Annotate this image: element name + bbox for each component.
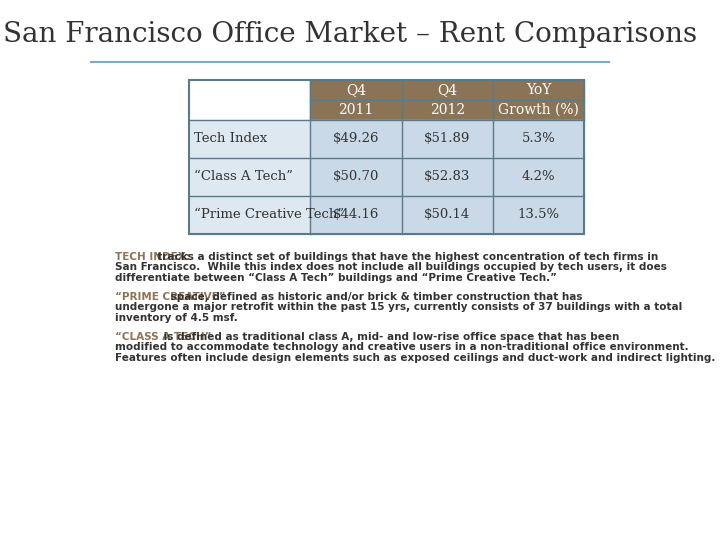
Bar bbox=[310, 196, 402, 234]
Text: tracks a distinct set of buildings that have the highest concentration of tech f: tracks a distinct set of buildings that … bbox=[150, 252, 659, 262]
Text: 13.5%: 13.5% bbox=[518, 208, 559, 221]
Text: 2011: 2011 bbox=[338, 103, 374, 117]
Bar bbox=[189, 196, 310, 234]
Text: space, defined as historic and/or brick & timber construction that has: space, defined as historic and/or brick … bbox=[166, 292, 582, 302]
Text: modified to accommodate technology and creative users in a non-traditional offic: modified to accommodate technology and c… bbox=[115, 342, 688, 352]
Bar bbox=[402, 120, 493, 158]
Text: $50.14: $50.14 bbox=[424, 208, 470, 221]
Text: Tech Index: Tech Index bbox=[194, 132, 267, 145]
Text: Q4: Q4 bbox=[437, 83, 457, 97]
Bar bbox=[310, 80, 402, 120]
Text: $50.70: $50.70 bbox=[333, 171, 379, 184]
Text: Q4: Q4 bbox=[346, 83, 366, 97]
Text: “PRIME CREATIVE”: “PRIME CREATIVE” bbox=[115, 292, 225, 302]
Text: TECH INDEX:: TECH INDEX: bbox=[115, 252, 190, 262]
Bar bbox=[402, 80, 493, 120]
Text: 5.3%: 5.3% bbox=[522, 132, 555, 145]
Bar bbox=[189, 80, 584, 234]
Bar bbox=[310, 158, 402, 196]
Text: Growth (%): Growth (%) bbox=[498, 103, 579, 117]
Text: 4.2%: 4.2% bbox=[522, 171, 555, 184]
Bar bbox=[493, 80, 584, 120]
Bar bbox=[493, 158, 584, 196]
Bar bbox=[402, 158, 493, 196]
Text: YoY: YoY bbox=[526, 83, 552, 97]
Text: $49.26: $49.26 bbox=[333, 132, 379, 145]
Bar bbox=[402, 196, 493, 234]
Text: $52.83: $52.83 bbox=[424, 171, 471, 184]
Text: 2012: 2012 bbox=[430, 103, 465, 117]
Text: San Francisco Office Market – Rent Comparisons: San Francisco Office Market – Rent Compa… bbox=[3, 22, 697, 49]
Text: “Prime Creative Tech”: “Prime Creative Tech” bbox=[194, 208, 344, 221]
Bar bbox=[189, 120, 310, 158]
Text: Features often include design elements such as exposed ceilings and duct-work an: Features often include design elements s… bbox=[115, 353, 716, 363]
Text: “CLASS A TECH”: “CLASS A TECH” bbox=[115, 332, 212, 342]
Text: $44.16: $44.16 bbox=[333, 208, 379, 221]
Text: inventory of 4.5 msf.: inventory of 4.5 msf. bbox=[115, 313, 238, 323]
Bar bbox=[189, 158, 310, 196]
Bar bbox=[310, 120, 402, 158]
Bar bbox=[493, 196, 584, 234]
Text: is defined as traditional class A, mid- and low-rise office space that has been: is defined as traditional class A, mid- … bbox=[160, 332, 619, 342]
Text: $51.89: $51.89 bbox=[424, 132, 471, 145]
Text: undergone a major retrofit within the past 15 yrs, currently consists of 37 buil: undergone a major retrofit within the pa… bbox=[115, 302, 683, 313]
Bar bbox=[493, 120, 584, 158]
Text: differentiate between “Class A Tech” buildings and “Prime Creative Tech.”: differentiate between “Class A Tech” bui… bbox=[115, 273, 557, 283]
Text: “Class A Tech”: “Class A Tech” bbox=[194, 171, 293, 184]
Text: San Francisco.  While this index does not include all buildings occupied by tech: San Francisco. While this index does not… bbox=[115, 262, 667, 273]
